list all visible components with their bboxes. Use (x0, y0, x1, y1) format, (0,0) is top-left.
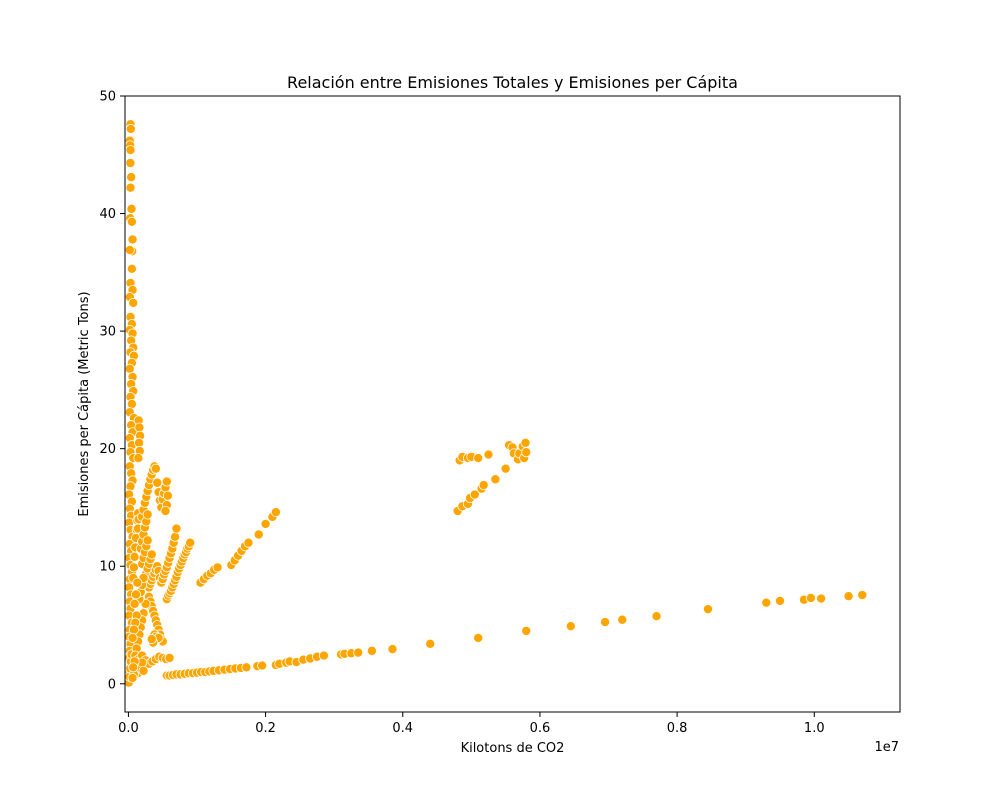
data-point (133, 453, 144, 464)
data-point (469, 489, 480, 500)
plot-frame (124, 95, 901, 713)
data-point (241, 662, 252, 673)
y-axis: 0 10 20 30 40 50 (99, 90, 125, 692)
data-point (130, 589, 141, 600)
data-point (816, 593, 827, 604)
data-point (125, 481, 136, 492)
data-point (805, 592, 816, 603)
data-point (138, 665, 149, 676)
data-point (473, 632, 484, 643)
x-tick-label: 0.2 (255, 721, 276, 736)
data-point (171, 523, 182, 534)
data-point (150, 463, 161, 474)
data-point (478, 480, 489, 491)
x-tick-label: 0.0 (118, 721, 139, 736)
data-point (127, 234, 138, 245)
data-point (161, 476, 172, 487)
data-point (500, 463, 511, 474)
data-point (124, 363, 135, 374)
data-point (132, 577, 143, 588)
x-axis: 0.0 0.2 0.4 0.6 0.8 1.0 (118, 712, 825, 736)
data-point (243, 537, 254, 548)
data-point (774, 595, 785, 606)
data-point (128, 297, 139, 308)
data-point (146, 549, 157, 560)
data-point (565, 621, 576, 632)
data-point (702, 604, 713, 615)
x-tick-label: 0.6 (530, 721, 551, 736)
y-tick-label: 0 (108, 677, 116, 692)
data-point (126, 172, 137, 183)
data-point (160, 505, 171, 516)
data-point (127, 632, 138, 643)
x-tick-label: 0.8 (667, 721, 688, 736)
data-point (521, 625, 532, 636)
data-point (473, 453, 484, 464)
data-point (128, 562, 139, 573)
data-point (387, 644, 398, 655)
data-point (134, 437, 145, 448)
data-point (617, 614, 628, 625)
data-point (125, 145, 136, 156)
y-tick-label: 20 (99, 442, 116, 457)
data-point (127, 672, 138, 683)
data-point (126, 216, 137, 227)
data-point (162, 490, 173, 501)
data-point (353, 647, 364, 658)
data-point (651, 611, 662, 622)
y-tick-label: 10 (99, 560, 116, 575)
data-point (843, 591, 854, 602)
y-tick-label: 30 (99, 325, 116, 340)
data-point (142, 535, 153, 546)
data-point (125, 158, 136, 169)
data-point (125, 123, 136, 134)
data-point (483, 449, 494, 460)
data-point (185, 537, 196, 548)
y-tick-label: 40 (99, 207, 116, 222)
data-point (270, 507, 281, 518)
data-point (170, 531, 181, 542)
y-tick-label: 50 (99, 90, 116, 105)
data-point (126, 263, 137, 274)
data-point (146, 634, 157, 645)
data-point (761, 597, 772, 608)
y-axis-label: Emisiones per Cápita (Metric Tons) (77, 291, 92, 516)
points-layer (123, 119, 868, 688)
x-axis-offset-label: 1e7 (874, 740, 899, 755)
data-point (366, 645, 377, 656)
data-point (128, 662, 139, 673)
data-point (425, 638, 436, 649)
data-point (520, 437, 531, 448)
chart-title: Relación entre Emisiones Totales y Emisi… (287, 73, 738, 92)
data-point (126, 203, 137, 214)
data-point (253, 529, 264, 540)
data-point (490, 474, 501, 485)
data-point (212, 562, 223, 573)
data-point (164, 652, 175, 663)
data-point (134, 422, 145, 433)
data-point (142, 509, 153, 520)
data-point (126, 398, 137, 409)
data-point (257, 660, 268, 671)
data-point (152, 477, 163, 488)
data-point (857, 590, 868, 601)
data-point (129, 551, 140, 562)
x-tick-label: 1.0 (804, 721, 825, 736)
data-point (125, 182, 136, 193)
data-point (128, 624, 139, 635)
data-point (521, 447, 532, 458)
x-axis-label: Kilotons de CO2 (461, 741, 565, 756)
x-tick-label: 0.4 (392, 721, 413, 736)
data-point (260, 518, 271, 529)
data-point (318, 650, 329, 661)
data-point (129, 598, 140, 609)
data-point (124, 244, 135, 255)
data-point (600, 617, 611, 628)
